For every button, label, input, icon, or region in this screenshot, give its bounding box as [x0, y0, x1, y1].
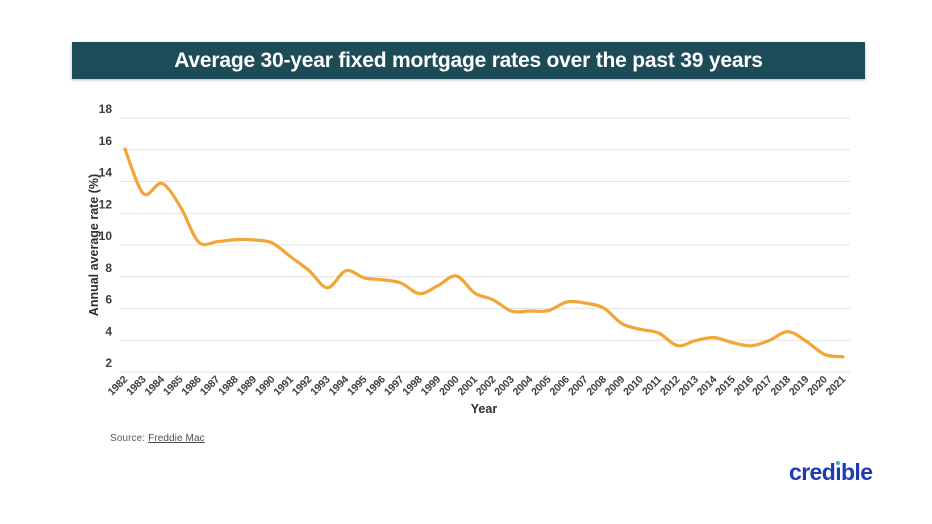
svg-text:10: 10 [99, 229, 113, 243]
logo-text-after-i: ble [840, 459, 873, 485]
source-line: Source: Freddie Mac [110, 433, 205, 444]
rate-line [123, 147, 845, 359]
mortgage-rate-line-chart: 2 4 6 8 10 12 14 16 18 19821983198419851986198719… [87, 102, 850, 416]
x-axis-tick-labels: 1982198319841985198619871988198919901991… [106, 373, 849, 398]
svg-text:2021: 2021 [824, 373, 849, 398]
y-axis-title: Annual average rate (%) [87, 174, 101, 316]
x-axis-title: Year [471, 402, 498, 416]
svg-text:2011: 2011 [640, 373, 664, 397]
svg-text:2: 2 [105, 356, 112, 370]
svg-text:6: 6 [105, 293, 112, 307]
source-label: Source: [110, 433, 146, 444]
y-axis-tick-labels: 2 4 6 8 10 12 14 16 18 [99, 102, 113, 370]
svg-text:14: 14 [99, 166, 113, 180]
svg-text:4: 4 [105, 324, 112, 338]
svg-text:16: 16 [99, 134, 113, 148]
logo-letter-i: ı [835, 459, 841, 485]
chart-title: Average 30-year fixed mortgage rates ove… [174, 48, 763, 72]
svg-text:12: 12 [99, 197, 113, 211]
logo-i-dot [836, 460, 841, 465]
logo-text-before-i: cred [789, 459, 836, 485]
svg-text:18: 18 [99, 102, 113, 116]
credible-logo: credı ble [789, 458, 873, 486]
gridlines [120, 117, 850, 373]
freddie-mac-link[interactable]: Freddie Mac [148, 433, 205, 444]
title-bar: Average 30-year fixed mortgage rates ove… [72, 42, 865, 79]
svg-text:8: 8 [105, 261, 112, 275]
